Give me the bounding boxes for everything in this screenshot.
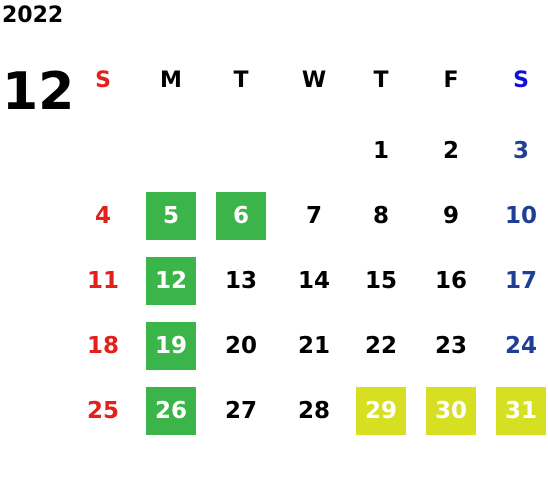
- weekday-header: M: [160, 67, 182, 93]
- day: 18: [86, 333, 119, 359]
- day: 9: [442, 203, 459, 229]
- day: 20: [224, 333, 257, 359]
- day: 13: [224, 268, 257, 294]
- highlighted-day: 6: [216, 192, 266, 240]
- day: 24: [504, 333, 537, 359]
- day: 1: [372, 138, 389, 164]
- weekday-header: W: [301, 67, 327, 93]
- day: 17: [504, 268, 537, 294]
- weekday-header: T: [233, 67, 249, 93]
- day: 21: [297, 333, 330, 359]
- day: 28: [297, 398, 330, 424]
- day: 3: [512, 138, 529, 164]
- highlighted-day: 31: [496, 387, 546, 435]
- day: 23: [434, 333, 467, 359]
- weekday-header: S: [513, 67, 529, 93]
- weekday-header: S: [95, 67, 111, 93]
- day: 4: [94, 203, 111, 229]
- highlighted-day: 5: [146, 192, 196, 240]
- day: 22: [364, 333, 397, 359]
- highlighted-day: 29: [356, 387, 406, 435]
- weekday-header: F: [443, 67, 459, 93]
- highlighted-day: 12: [146, 257, 196, 305]
- highlighted-day: 30: [426, 387, 476, 435]
- day: 2: [442, 138, 459, 164]
- day: 27: [224, 398, 257, 424]
- year: 2022: [2, 3, 64, 28]
- day: 8: [372, 203, 389, 229]
- month: 12: [2, 62, 75, 122]
- day: 11: [86, 268, 119, 294]
- day: 14: [297, 268, 330, 294]
- weekday-header: T: [373, 67, 389, 93]
- highlighted-day: 26: [146, 387, 196, 435]
- day: 7: [305, 203, 322, 229]
- day: 10: [504, 203, 537, 229]
- day: 15: [364, 268, 397, 294]
- highlighted-day: 19: [146, 322, 196, 370]
- day: 16: [434, 268, 467, 294]
- day: 25: [86, 398, 119, 424]
